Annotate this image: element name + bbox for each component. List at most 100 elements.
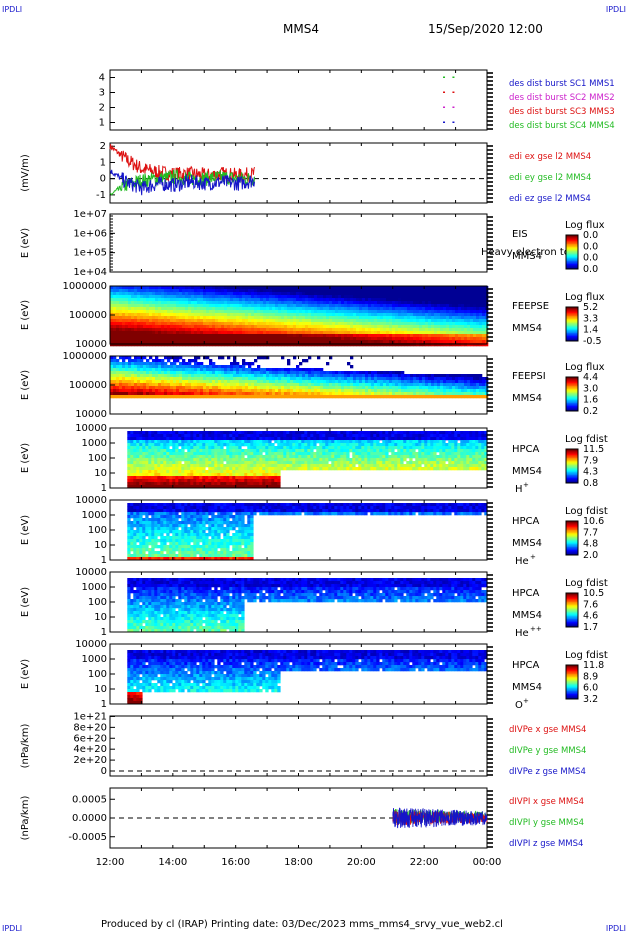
feepse-cell — [314, 334, 318, 338]
feepse-cell — [410, 343, 414, 347]
feepsi-cell — [131, 383, 135, 387]
feepsi-cell — [350, 365, 354, 369]
feepse-cell — [203, 328, 207, 332]
feepse-cell — [428, 328, 432, 332]
feepse-cell — [224, 304, 228, 308]
feepse-cell — [110, 325, 114, 329]
feepse-cell — [170, 340, 174, 344]
feepse-cell — [407, 337, 411, 341]
feepsi-cell — [164, 386, 168, 390]
feepse-cell — [482, 304, 486, 308]
feepse-cell — [278, 286, 282, 290]
feepse-cell — [344, 334, 348, 338]
feepse-cell — [437, 331, 441, 335]
feepse-cell — [344, 292, 348, 296]
feepse-cell — [236, 289, 240, 293]
feepsi-cell — [248, 365, 252, 369]
hpca-h-cell — [232, 434, 236, 438]
feepse-cell — [389, 319, 393, 323]
feepsi-cell — [431, 392, 435, 396]
feepsi-ytick-label: 1000000 — [62, 351, 107, 362]
feepse-cell — [122, 325, 126, 329]
feepse-cell — [155, 322, 159, 326]
feepse-cell — [458, 328, 462, 332]
feepse-cell — [407, 316, 411, 320]
header-datetime: 15/Sep/2020 12:00 — [428, 22, 543, 36]
hpca-h-cell — [136, 443, 140, 447]
feepsi-cell — [281, 386, 285, 390]
feepsi-cell — [128, 371, 132, 375]
feepse-cell — [206, 328, 210, 332]
feepsi-cell — [269, 395, 273, 399]
hpca-h-cell — [220, 485, 224, 489]
feepsi-cell — [275, 374, 279, 378]
feepse-cell — [263, 310, 267, 314]
feepse-cell — [200, 295, 204, 299]
feepsi-cell — [407, 395, 411, 399]
feepse-cell — [299, 328, 303, 332]
feepse-cell — [332, 286, 336, 290]
feepsi-cell — [182, 380, 186, 384]
feepsi-cell — [173, 356, 177, 360]
feepsi-cell — [389, 386, 393, 390]
feepse-cell — [470, 343, 474, 347]
feepsi-cell — [194, 386, 198, 390]
feepsi-cell — [440, 377, 444, 381]
feepsi-cell — [185, 392, 189, 396]
hpca-h-cell — [151, 440, 155, 444]
feepse-cell — [371, 313, 375, 317]
hpca-h-cell — [142, 443, 146, 447]
feepse-cell — [470, 295, 474, 299]
feepsi-cell — [437, 395, 441, 399]
feepsi-cell — [461, 377, 465, 381]
feepsi-cell — [320, 377, 324, 381]
hpca-h-cell — [247, 455, 251, 459]
feepsi-cell — [452, 389, 456, 393]
feepse-cell — [335, 304, 339, 308]
hpca-h-cell — [163, 485, 167, 489]
feepse-cell — [122, 340, 126, 344]
feepse-cell — [248, 304, 252, 308]
feepse-cell — [233, 289, 237, 293]
feepsi-cell — [221, 386, 225, 390]
feepsi-cell — [218, 395, 222, 399]
hpca-h-cell — [238, 443, 242, 447]
feepsi-cell — [191, 383, 195, 387]
feepse-cell — [203, 304, 207, 308]
hpca-h-cell — [169, 470, 173, 474]
feepse-cell — [239, 337, 243, 341]
feepse-cell — [128, 286, 132, 290]
feepse-cell — [164, 340, 168, 344]
feepse-cell — [305, 289, 309, 293]
feepse-cell — [140, 316, 144, 320]
feepse-cell — [176, 313, 180, 317]
feepse-cell — [389, 316, 393, 320]
feepse-cell — [281, 286, 285, 290]
feepsi-cell — [434, 374, 438, 378]
feepse-cell — [146, 298, 150, 302]
feepse-cell — [200, 340, 204, 344]
feepse-cell — [347, 307, 351, 311]
feepse-cell — [110, 286, 114, 290]
feepsi-cell — [110, 359, 114, 363]
feepse-cell — [326, 340, 330, 344]
feepsi-cell — [239, 386, 243, 390]
feepsi-cell — [122, 389, 126, 393]
feepsi-cell — [134, 395, 138, 399]
hpca-h-cell — [193, 455, 197, 459]
feepsi-cell — [290, 377, 294, 381]
feepse-cell — [296, 340, 300, 344]
hpca-h-cell — [130, 431, 134, 435]
feepsi-cell — [332, 383, 336, 387]
hpca-h-cell — [133, 479, 137, 483]
feepsi-cell — [437, 377, 441, 381]
hpca-h-cell — [223, 455, 227, 459]
feepsi-cell — [356, 395, 360, 399]
hpca-h-cell — [166, 473, 170, 477]
feepsi-cell — [191, 377, 195, 381]
feepsi-cell — [212, 389, 216, 393]
hpca-h-cell — [163, 443, 167, 447]
feepsi-cell — [440, 383, 444, 387]
feepse-cell — [161, 298, 165, 302]
feepse-cell — [188, 340, 192, 344]
